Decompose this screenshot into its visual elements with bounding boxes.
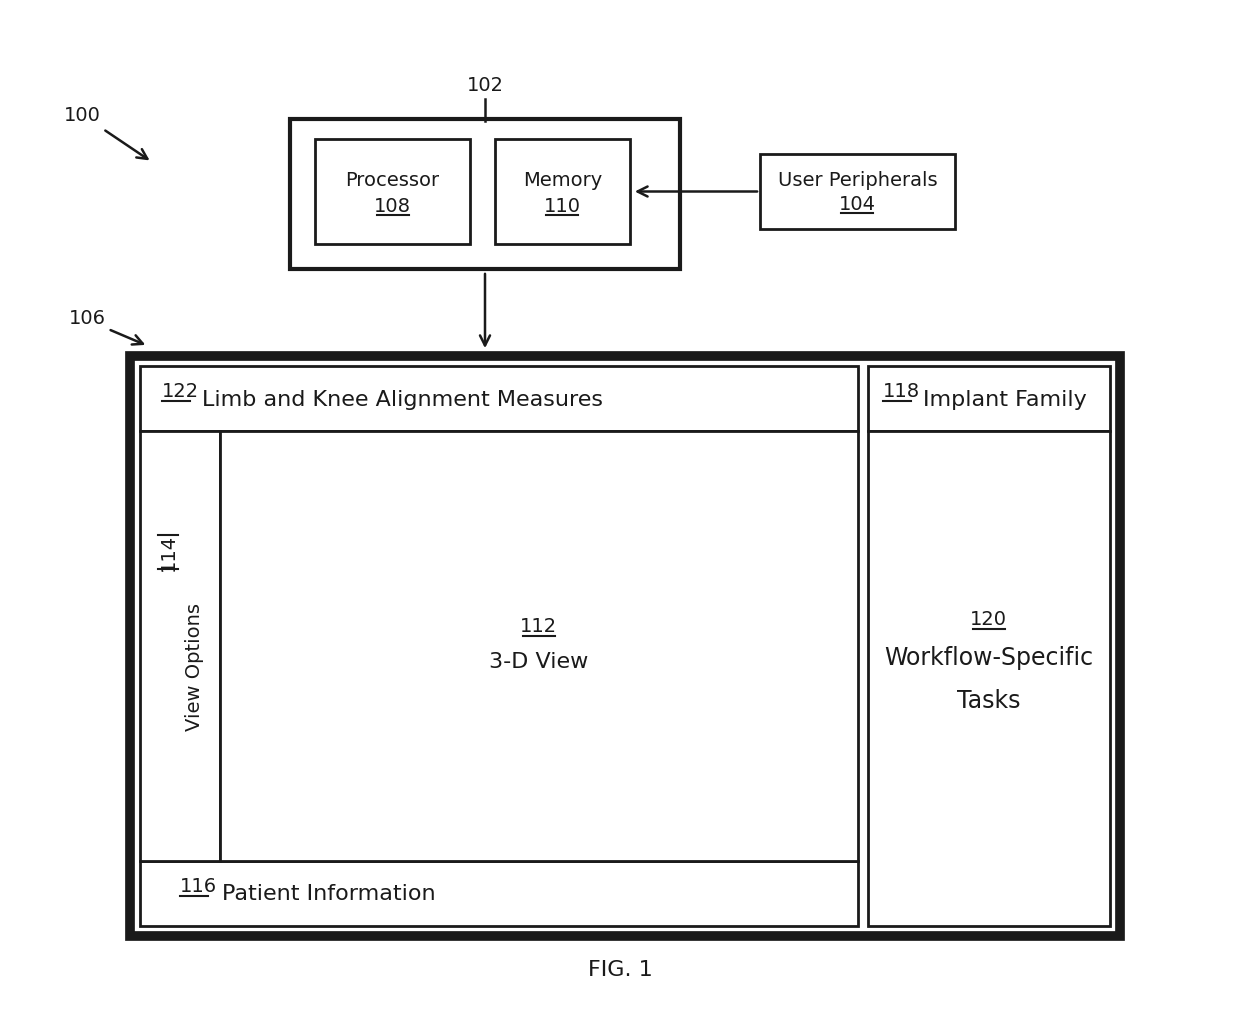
Text: 118: 118 xyxy=(883,381,920,400)
Text: Memory: Memory xyxy=(523,171,603,190)
Text: Processor: Processor xyxy=(346,171,439,190)
Text: 120: 120 xyxy=(971,610,1007,629)
Text: Patient Information: Patient Information xyxy=(222,884,435,904)
Text: 102: 102 xyxy=(466,76,503,94)
Text: 3-D View: 3-D View xyxy=(489,651,589,671)
Bar xyxy=(868,367,1110,432)
Text: 114: 114 xyxy=(159,534,177,570)
Text: Implant Family: Implant Family xyxy=(923,389,1086,409)
Bar xyxy=(760,155,955,229)
Text: FIG. 1: FIG. 1 xyxy=(588,959,652,979)
Bar xyxy=(140,861,858,926)
Bar xyxy=(315,140,470,245)
Text: 122: 122 xyxy=(162,381,200,400)
Text: 108: 108 xyxy=(374,197,410,215)
Bar xyxy=(130,357,1120,936)
Bar xyxy=(495,140,630,245)
Text: 110: 110 xyxy=(544,197,582,215)
Text: 116: 116 xyxy=(180,877,217,895)
Text: Workflow-Specific
Tasks: Workflow-Specific Tasks xyxy=(884,645,1094,713)
Bar xyxy=(140,367,858,432)
Text: Limb and Knee Alignment Measures: Limb and Knee Alignment Measures xyxy=(202,389,603,409)
Bar xyxy=(868,432,1110,926)
Text: 112: 112 xyxy=(521,617,558,636)
Text: User Peripherals: User Peripherals xyxy=(777,171,937,190)
Text: 100: 100 xyxy=(63,105,100,124)
Bar xyxy=(219,432,858,861)
Text: 106: 106 xyxy=(68,308,105,328)
Bar xyxy=(140,432,219,861)
Bar xyxy=(290,120,680,270)
Text: View Options: View Options xyxy=(185,603,203,730)
Text: 104: 104 xyxy=(839,195,875,213)
